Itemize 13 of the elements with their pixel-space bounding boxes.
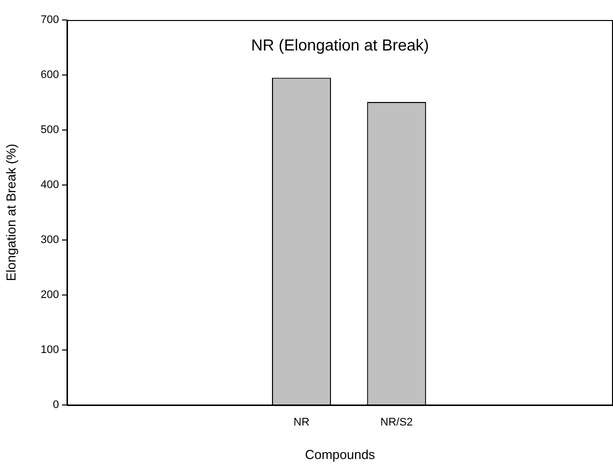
y-axis-title: Elongation at Break (%) [3, 144, 18, 282]
y-tick-label: 400 [40, 179, 59, 192]
text: NR (Elongation at Break) [251, 37, 429, 54]
y-tick-label: 200 [40, 289, 59, 302]
y-tick-label: 0 [52, 399, 59, 412]
x-axis-title: Compounds [304, 446, 376, 462]
y-tick-label: 100 [40, 344, 59, 356]
y-tick-label: 700 [40, 14, 59, 26]
y-tick-label: 300 [40, 234, 59, 246]
y-tick-label: 600 [40, 69, 59, 82]
y-tick-label: 500 [40, 124, 59, 136]
x-tick-label: NR/S2 [380, 416, 413, 429]
x-tick-label: NR [294, 416, 310, 429]
